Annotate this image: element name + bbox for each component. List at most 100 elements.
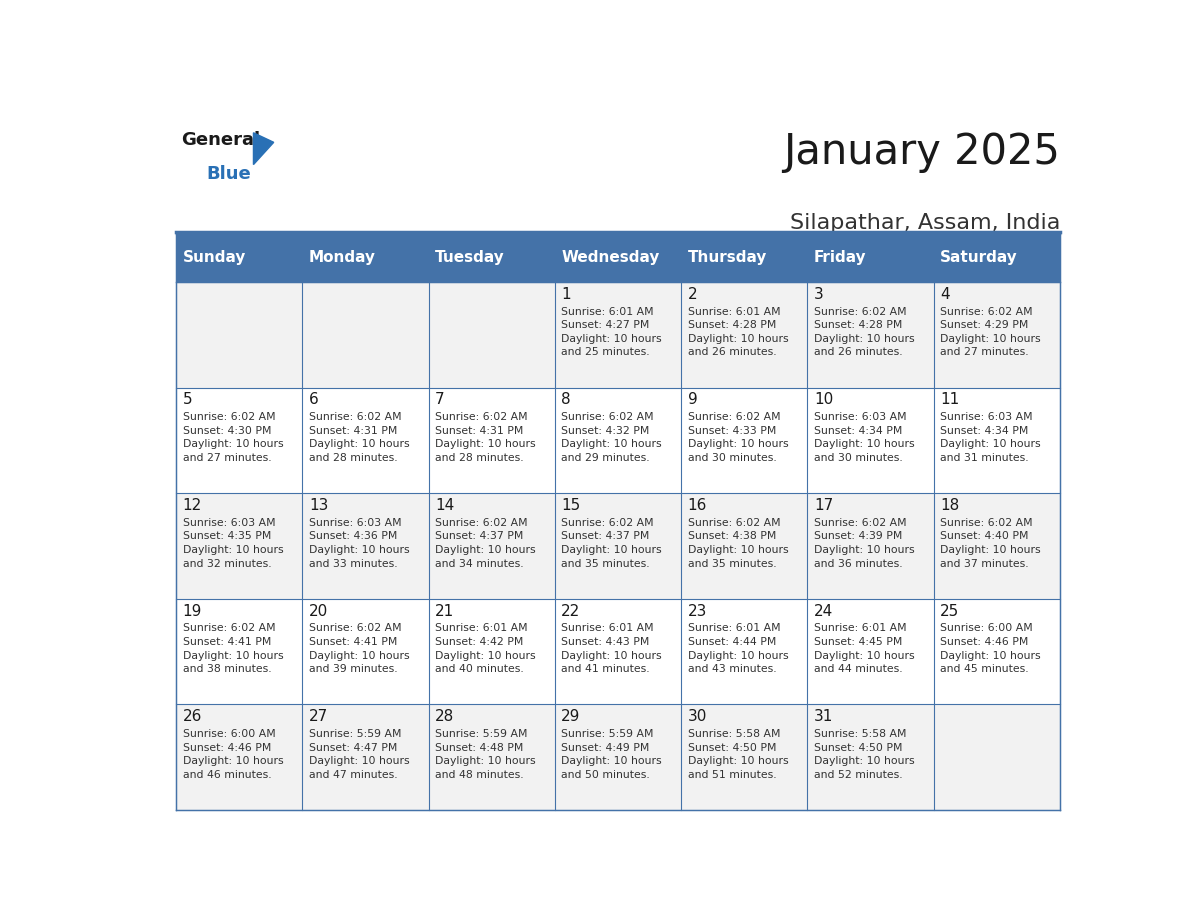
Text: January 2025: January 2025: [783, 131, 1060, 174]
Bar: [429, 234, 555, 282]
Text: Sunrise: 6:01 AM
Sunset: 4:28 PM
Daylight: 10 hours
and 26 minutes.: Sunrise: 6:01 AM Sunset: 4:28 PM Dayligh…: [688, 307, 789, 357]
Bar: [934, 234, 1060, 282]
Text: 10: 10: [814, 393, 833, 408]
Text: Wednesday: Wednesday: [562, 251, 659, 265]
Polygon shape: [253, 133, 273, 164]
Bar: [934, 599, 1060, 704]
Bar: [934, 493, 1060, 599]
Bar: [303, 282, 429, 387]
Text: Sunrise: 6:02 AM
Sunset: 4:37 PM
Daylight: 10 hours
and 35 minutes.: Sunrise: 6:02 AM Sunset: 4:37 PM Dayligh…: [562, 518, 662, 568]
Text: Sunrise: 6:01 AM
Sunset: 4:43 PM
Daylight: 10 hours
and 41 minutes.: Sunrise: 6:01 AM Sunset: 4:43 PM Dayligh…: [562, 623, 662, 675]
Bar: [808, 387, 934, 493]
Text: Sunrise: 5:59 AM
Sunset: 4:47 PM
Daylight: 10 hours
and 47 minutes.: Sunrise: 5:59 AM Sunset: 4:47 PM Dayligh…: [309, 729, 410, 780]
Text: 5: 5: [183, 393, 192, 408]
Text: 31: 31: [814, 710, 833, 724]
Bar: [303, 387, 429, 493]
Text: 11: 11: [940, 393, 960, 408]
Bar: [429, 387, 555, 493]
Text: Monday: Monday: [309, 251, 375, 265]
Text: Sunrise: 6:02 AM
Sunset: 4:37 PM
Daylight: 10 hours
and 34 minutes.: Sunrise: 6:02 AM Sunset: 4:37 PM Dayligh…: [435, 518, 536, 568]
Text: Sunrise: 6:01 AM
Sunset: 4:44 PM
Daylight: 10 hours
and 43 minutes.: Sunrise: 6:01 AM Sunset: 4:44 PM Dayligh…: [688, 623, 789, 675]
Bar: [429, 704, 555, 810]
Text: 30: 30: [688, 710, 707, 724]
Text: 27: 27: [309, 710, 328, 724]
Text: Sunrise: 5:59 AM
Sunset: 4:48 PM
Daylight: 10 hours
and 48 minutes.: Sunrise: 5:59 AM Sunset: 4:48 PM Dayligh…: [435, 729, 536, 780]
Text: Sunrise: 6:02 AM
Sunset: 4:41 PM
Daylight: 10 hours
and 38 minutes.: Sunrise: 6:02 AM Sunset: 4:41 PM Dayligh…: [183, 623, 283, 675]
Text: Sunrise: 6:00 AM
Sunset: 4:46 PM
Daylight: 10 hours
and 46 minutes.: Sunrise: 6:00 AM Sunset: 4:46 PM Dayligh…: [183, 729, 283, 780]
Text: Sunrise: 6:03 AM
Sunset: 4:34 PM
Daylight: 10 hours
and 30 minutes.: Sunrise: 6:03 AM Sunset: 4:34 PM Dayligh…: [814, 412, 915, 463]
Text: Sunrise: 6:02 AM
Sunset: 4:31 PM
Daylight: 10 hours
and 28 minutes.: Sunrise: 6:02 AM Sunset: 4:31 PM Dayligh…: [309, 412, 410, 463]
Text: Tuesday: Tuesday: [435, 251, 505, 265]
Text: Sunrise: 6:01 AM
Sunset: 4:27 PM
Daylight: 10 hours
and 25 minutes.: Sunrise: 6:01 AM Sunset: 4:27 PM Dayligh…: [562, 307, 662, 357]
Bar: [681, 493, 808, 599]
Bar: [176, 493, 303, 599]
Bar: [934, 704, 1060, 810]
Text: 15: 15: [562, 498, 581, 513]
Text: Saturday: Saturday: [940, 251, 1018, 265]
Text: Sunrise: 6:02 AM
Sunset: 4:41 PM
Daylight: 10 hours
and 39 minutes.: Sunrise: 6:02 AM Sunset: 4:41 PM Dayligh…: [309, 623, 410, 675]
Bar: [176, 387, 303, 493]
Text: 14: 14: [435, 498, 454, 513]
Text: 28: 28: [435, 710, 454, 724]
Bar: [555, 704, 681, 810]
Text: 21: 21: [435, 604, 454, 619]
Text: 17: 17: [814, 498, 833, 513]
Text: Sunrise: 5:59 AM
Sunset: 4:49 PM
Daylight: 10 hours
and 50 minutes.: Sunrise: 5:59 AM Sunset: 4:49 PM Dayligh…: [562, 729, 662, 780]
Bar: [808, 234, 934, 282]
Bar: [681, 599, 808, 704]
Text: Sunrise: 6:02 AM
Sunset: 4:39 PM
Daylight: 10 hours
and 36 minutes.: Sunrise: 6:02 AM Sunset: 4:39 PM Dayligh…: [814, 518, 915, 568]
Text: 24: 24: [814, 604, 833, 619]
Bar: [934, 387, 1060, 493]
Bar: [555, 493, 681, 599]
Text: General: General: [181, 131, 260, 150]
Text: Sunrise: 6:03 AM
Sunset: 4:36 PM
Daylight: 10 hours
and 33 minutes.: Sunrise: 6:03 AM Sunset: 4:36 PM Dayligh…: [309, 518, 410, 568]
Text: 18: 18: [940, 498, 960, 513]
Text: 23: 23: [688, 604, 707, 619]
Bar: [808, 704, 934, 810]
Bar: [303, 599, 429, 704]
Text: Blue: Blue: [207, 165, 251, 184]
Text: Sunday: Sunday: [183, 251, 246, 265]
Text: Sunrise: 6:01 AM
Sunset: 4:42 PM
Daylight: 10 hours
and 40 minutes.: Sunrise: 6:01 AM Sunset: 4:42 PM Dayligh…: [435, 623, 536, 675]
Text: Thursday: Thursday: [688, 251, 767, 265]
Bar: [429, 282, 555, 387]
Bar: [681, 704, 808, 810]
Bar: [303, 704, 429, 810]
Text: Silapathar, Assam, India: Silapathar, Assam, India: [790, 213, 1060, 232]
Text: Sunrise: 6:01 AM
Sunset: 4:45 PM
Daylight: 10 hours
and 44 minutes.: Sunrise: 6:01 AM Sunset: 4:45 PM Dayligh…: [814, 623, 915, 675]
Text: 26: 26: [183, 710, 202, 724]
Bar: [303, 493, 429, 599]
Bar: [808, 493, 934, 599]
Bar: [303, 234, 429, 282]
Text: 19: 19: [183, 604, 202, 619]
Bar: [176, 234, 303, 282]
Bar: [555, 282, 681, 387]
Text: Sunrise: 6:02 AM
Sunset: 4:38 PM
Daylight: 10 hours
and 35 minutes.: Sunrise: 6:02 AM Sunset: 4:38 PM Dayligh…: [688, 518, 789, 568]
Text: 6: 6: [309, 393, 318, 408]
Bar: [555, 387, 681, 493]
Text: 25: 25: [940, 604, 960, 619]
Text: Sunrise: 5:58 AM
Sunset: 4:50 PM
Daylight: 10 hours
and 52 minutes.: Sunrise: 5:58 AM Sunset: 4:50 PM Dayligh…: [814, 729, 915, 780]
Text: 16: 16: [688, 498, 707, 513]
Bar: [681, 387, 808, 493]
Text: Sunrise: 6:02 AM
Sunset: 4:28 PM
Daylight: 10 hours
and 26 minutes.: Sunrise: 6:02 AM Sunset: 4:28 PM Dayligh…: [814, 307, 915, 357]
Text: 4: 4: [940, 286, 949, 302]
Text: Sunrise: 6:00 AM
Sunset: 4:46 PM
Daylight: 10 hours
and 45 minutes.: Sunrise: 6:00 AM Sunset: 4:46 PM Dayligh…: [940, 623, 1041, 675]
Text: 20: 20: [309, 604, 328, 619]
Text: 29: 29: [562, 710, 581, 724]
Text: Sunrise: 6:02 AM
Sunset: 4:29 PM
Daylight: 10 hours
and 27 minutes.: Sunrise: 6:02 AM Sunset: 4:29 PM Dayligh…: [940, 307, 1041, 357]
Text: 8: 8: [562, 393, 571, 408]
Bar: [555, 599, 681, 704]
Bar: [555, 234, 681, 282]
Text: Friday: Friday: [814, 251, 866, 265]
Text: 12: 12: [183, 498, 202, 513]
Text: 1: 1: [562, 286, 571, 302]
Text: Sunrise: 6:02 AM
Sunset: 4:33 PM
Daylight: 10 hours
and 30 minutes.: Sunrise: 6:02 AM Sunset: 4:33 PM Dayligh…: [688, 412, 789, 463]
Bar: [808, 282, 934, 387]
Text: Sunrise: 6:02 AM
Sunset: 4:31 PM
Daylight: 10 hours
and 28 minutes.: Sunrise: 6:02 AM Sunset: 4:31 PM Dayligh…: [435, 412, 536, 463]
Bar: [429, 493, 555, 599]
Text: 3: 3: [814, 286, 823, 302]
Text: Sunrise: 6:03 AM
Sunset: 4:35 PM
Daylight: 10 hours
and 32 minutes.: Sunrise: 6:03 AM Sunset: 4:35 PM Dayligh…: [183, 518, 283, 568]
Text: Sunrise: 6:02 AM
Sunset: 4:40 PM
Daylight: 10 hours
and 37 minutes.: Sunrise: 6:02 AM Sunset: 4:40 PM Dayligh…: [940, 518, 1041, 568]
Text: 13: 13: [309, 498, 328, 513]
